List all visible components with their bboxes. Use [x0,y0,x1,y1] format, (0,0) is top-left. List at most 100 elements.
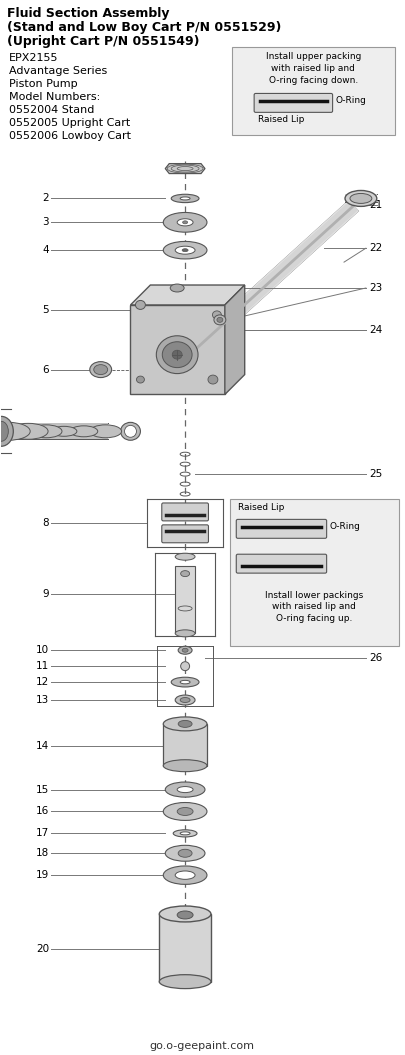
FancyBboxPatch shape [232,47,395,135]
Ellipse shape [182,648,188,652]
Ellipse shape [175,553,195,560]
Ellipse shape [90,362,112,378]
Text: 17: 17 [36,828,49,839]
Ellipse shape [165,845,205,861]
Ellipse shape [171,194,199,203]
Ellipse shape [163,760,207,771]
Ellipse shape [181,571,190,577]
Ellipse shape [0,421,9,441]
Ellipse shape [213,311,222,319]
Ellipse shape [345,191,377,207]
Ellipse shape [0,417,13,446]
Text: Install upper packing: Install upper packing [266,52,361,61]
Text: Model Numbers:: Model Numbers: [9,92,100,102]
Ellipse shape [183,220,188,224]
Text: 2: 2 [43,193,49,204]
Text: 0552005 Upright Cart: 0552005 Upright Cart [9,118,130,128]
Text: with raised lip and: with raised lip and [272,602,356,612]
Text: Install lower packings: Install lower packings [265,591,363,599]
Text: 7: 7 [30,426,37,437]
Ellipse shape [180,197,190,200]
Ellipse shape [162,342,192,367]
FancyBboxPatch shape [254,94,333,112]
FancyBboxPatch shape [162,524,209,542]
Ellipse shape [175,695,195,705]
Text: 11: 11 [36,661,49,671]
Text: Advantage Series: Advantage Series [9,66,108,76]
Text: O-ring facing down.: O-ring facing down. [269,76,358,85]
Ellipse shape [170,284,184,292]
Ellipse shape [173,830,197,837]
Polygon shape [225,285,245,395]
Text: O-ring facing up.: O-ring facing up. [276,614,352,624]
Text: 16: 16 [36,806,49,817]
Text: 15: 15 [36,785,49,794]
Ellipse shape [94,365,108,375]
Ellipse shape [350,193,372,204]
Bar [159,914,211,981]
Text: 6: 6 [43,365,49,375]
Text: Piston Pump: Piston Pump [9,79,78,89]
Ellipse shape [156,335,198,373]
Ellipse shape [136,376,145,383]
Polygon shape [165,164,205,174]
Text: 12: 12 [36,677,49,687]
FancyBboxPatch shape [230,499,399,647]
Text: 8: 8 [43,518,49,528]
Text: 10: 10 [36,646,49,655]
Text: (Upright Cart P/N 0551549): (Upright Cart P/N 0551549) [7,35,200,49]
Text: with raised lip and: with raised lip and [271,64,355,73]
Bar [163,724,207,766]
Text: O-Ring: O-Ring [335,96,366,106]
Ellipse shape [163,212,207,232]
Ellipse shape [180,680,190,684]
Ellipse shape [178,721,192,727]
Bar [175,565,195,633]
Ellipse shape [163,717,207,731]
Text: 3: 3 [43,217,49,227]
Text: Raised Lip: Raised Lip [258,115,304,123]
Ellipse shape [159,975,211,989]
Ellipse shape [182,249,188,252]
Ellipse shape [175,630,195,637]
Ellipse shape [177,807,193,816]
Text: 20: 20 [36,944,49,954]
Ellipse shape [181,661,190,671]
Ellipse shape [214,314,226,325]
Ellipse shape [178,849,192,858]
FancyBboxPatch shape [162,503,209,521]
Ellipse shape [178,647,192,654]
Text: 9: 9 [43,589,49,598]
Text: Fluid Section Assembly: Fluid Section Assembly [7,7,170,20]
Text: 26: 26 [369,653,382,664]
Text: 22: 22 [369,244,382,253]
Ellipse shape [177,218,193,226]
Ellipse shape [217,318,223,323]
Text: go.o-geepaint.com: go.o-geepaint.com [149,1041,254,1052]
Ellipse shape [125,425,136,437]
Ellipse shape [165,782,205,798]
Bar [345,194,377,203]
Ellipse shape [208,376,218,384]
Text: 23: 23 [369,283,382,293]
Text: 5: 5 [43,305,49,314]
Ellipse shape [172,350,182,359]
Ellipse shape [135,301,145,309]
Text: 14: 14 [36,741,49,751]
Text: 21: 21 [369,200,382,210]
FancyBboxPatch shape [236,519,327,538]
Polygon shape [130,305,225,395]
Ellipse shape [0,422,30,440]
Ellipse shape [171,677,199,687]
Ellipse shape [51,426,77,437]
Ellipse shape [9,423,48,439]
Text: EPX2155: EPX2155 [9,53,59,63]
Ellipse shape [175,871,195,880]
Text: 18: 18 [36,848,49,859]
Text: 24: 24 [369,325,382,334]
Text: 25: 25 [369,469,382,479]
Ellipse shape [175,246,195,254]
Ellipse shape [163,803,207,821]
Ellipse shape [180,832,190,835]
FancyBboxPatch shape [236,554,327,573]
